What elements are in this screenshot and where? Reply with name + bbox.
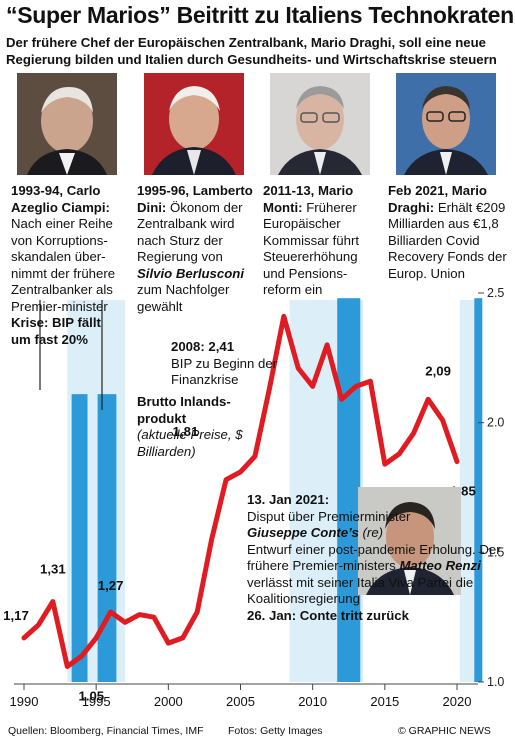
x-tick-label-1995: 1995 xyxy=(82,694,111,709)
peak-annotation: 2008: 2,41 BIP zu Beginn der Finanzkrise xyxy=(171,339,283,389)
point-label-1993: 1.05 xyxy=(78,688,104,703)
data-point-2016 xyxy=(398,452,401,455)
data-point-1993 xyxy=(66,665,69,668)
monti-text: Früherer Europäischer Kommissar führt St… xyxy=(263,199,359,298)
gdp-bold: Brutto Inlands-produkt xyxy=(137,394,231,426)
data-point-2005 xyxy=(239,470,242,474)
conte-re: (re) xyxy=(358,525,384,540)
dini-text-b: zum Nachfolger gewählt xyxy=(137,282,230,314)
point-label-1990: 1,17 xyxy=(3,608,29,623)
data-point-1998 xyxy=(138,613,141,616)
data-point-2007 xyxy=(268,387,271,391)
data-point-2001 xyxy=(181,636,184,640)
data-point-2011 xyxy=(325,343,329,347)
x-tick-label-2005: 2005 xyxy=(226,694,255,709)
conte-name: Giuseppe Conte’s xyxy=(247,525,359,540)
y-tick-label-2.0: 2.0 xyxy=(487,416,504,430)
data-point-2012 xyxy=(340,398,343,401)
data-point-1997 xyxy=(123,621,127,624)
data-point-1992 xyxy=(51,600,55,603)
point-label-1992: 1,31 xyxy=(40,562,66,577)
peak-text: BIP zu Beginn der Finanzkrise xyxy=(171,355,278,388)
data-point-2006 xyxy=(253,455,257,458)
y-tick-label-1.5: 1.5 xyxy=(487,545,504,559)
gdp-annotation: Brutto Inlands-produkt (aktuelle Preise,… xyxy=(137,394,255,460)
period-bar-monti xyxy=(337,298,361,682)
chart-subtitle: Der frühere Chef der Europäischen Zentra… xyxy=(6,35,497,67)
data-point-2019 xyxy=(441,418,444,422)
footer-sources: Quellen: Bloomberg, Financial Times, IMF xyxy=(8,725,204,737)
data-point-1994 xyxy=(80,654,83,658)
data-point-1999 xyxy=(152,615,156,619)
monti-caption: 2011-13, Mario Monti: Früherer Europäisc… xyxy=(263,183,371,299)
conte-photo xyxy=(358,487,461,595)
draghi-head: Feb 2021, Mario Draghi: xyxy=(388,183,487,215)
data-point-1991 xyxy=(37,623,40,627)
data-point-2015 xyxy=(383,462,387,466)
ciampi-caption: 1993-94, Carlo Azeglio Ciampi: Nach eine… xyxy=(11,183,123,348)
conte-text1: Disput über Premierminister xyxy=(247,508,411,524)
data-point-2008 xyxy=(282,315,285,318)
data-point-2017 xyxy=(412,431,415,435)
data-point-1990 xyxy=(22,636,26,640)
dini-text-a: Ökonom der Zentralbank wird nach Sturz d… xyxy=(137,199,243,265)
y-tick-label-1.0: 1.0 xyxy=(487,675,504,689)
dini-berlusconi: Silvio Berlusconi xyxy=(137,265,244,281)
data-point-2010 xyxy=(311,385,314,388)
data-point-2020 xyxy=(455,460,459,463)
data-point-2013 xyxy=(354,385,358,388)
ciampi-photo xyxy=(17,73,117,175)
conte-text3: verlässt mit seiner Italia Viva Partei d… xyxy=(247,574,474,607)
x-tick-label-1990: 1990 xyxy=(10,694,39,709)
conte-text2: Entwurf einer post-pandemie Erholung. De… xyxy=(247,541,501,574)
data-point-2014 xyxy=(369,379,372,383)
period-bar-dini xyxy=(97,394,117,682)
conte-final: 26. Jan: Conte tritt zurück xyxy=(247,607,409,623)
x-tick-label-2015: 2015 xyxy=(370,694,399,709)
point-label-2018: 2,09 xyxy=(425,363,451,378)
point-label-1996: 1,27 xyxy=(98,578,124,593)
data-point-2009 xyxy=(297,367,300,370)
dini-photo xyxy=(144,73,244,175)
renzi-name: Matteo Renzi xyxy=(399,558,481,573)
monti-photo xyxy=(270,73,370,175)
ciampi-head: 1993-94, Carlo Azeglio Ciampi: xyxy=(11,183,110,215)
draghi-photo xyxy=(396,73,496,175)
footer-credit: © GRAPHIC NEWS xyxy=(398,725,491,737)
x-tick-label-2000: 2000 xyxy=(154,694,183,709)
data-point-1996 xyxy=(109,610,112,614)
conte-date: 13. Jan 2021: xyxy=(247,492,330,507)
x-tick-label-2020: 2020 xyxy=(443,694,472,709)
gdp-italic: (aktuelle Preise, $ Billiarden) xyxy=(137,427,243,459)
conte-caption: 13. Jan 2021: Disput über Premierministe… xyxy=(247,492,512,624)
data-point-2002 xyxy=(196,610,199,614)
x-tick-label-2010: 2010 xyxy=(298,694,327,709)
period-bar-ciampi xyxy=(71,394,88,682)
dini-head: 1995-96, Lamberto Dini: xyxy=(137,183,253,215)
monti-head: 2011-13, Mario Monti: xyxy=(263,183,354,215)
period-bar-draghi xyxy=(474,298,483,682)
footer-photos: Fotos: Getty Images xyxy=(228,725,323,737)
ciampi-text: Nach einer Reihe von Korruptions-skandal… xyxy=(11,216,116,314)
data-point-2018 xyxy=(426,398,430,401)
data-point-2004 xyxy=(224,478,228,481)
point-label-2005: 1,81 xyxy=(173,424,199,439)
peak-bold: 2008: 2,41 xyxy=(171,339,235,354)
draghi-text: Erhält €209 Milliarden aus €1,8 Billiard… xyxy=(388,199,507,281)
ciampi-crisis: Krise: BIP fällt um fast 20% xyxy=(11,315,101,347)
chart-title: “Super Marios” Beitritt zu Italiens Tech… xyxy=(6,2,514,28)
draghi-caption: Feb 2021, Mario Draghi: Erhält €209 Mill… xyxy=(388,183,512,282)
data-point-1995 xyxy=(94,636,98,640)
data-point-2003 xyxy=(210,538,213,541)
dini-caption: 1995-96, Lamberto Dini: Ökonom der Zentr… xyxy=(137,183,259,315)
y-tick-label-2.5: 2.5 xyxy=(487,286,504,300)
data-point-2000 xyxy=(167,641,170,645)
